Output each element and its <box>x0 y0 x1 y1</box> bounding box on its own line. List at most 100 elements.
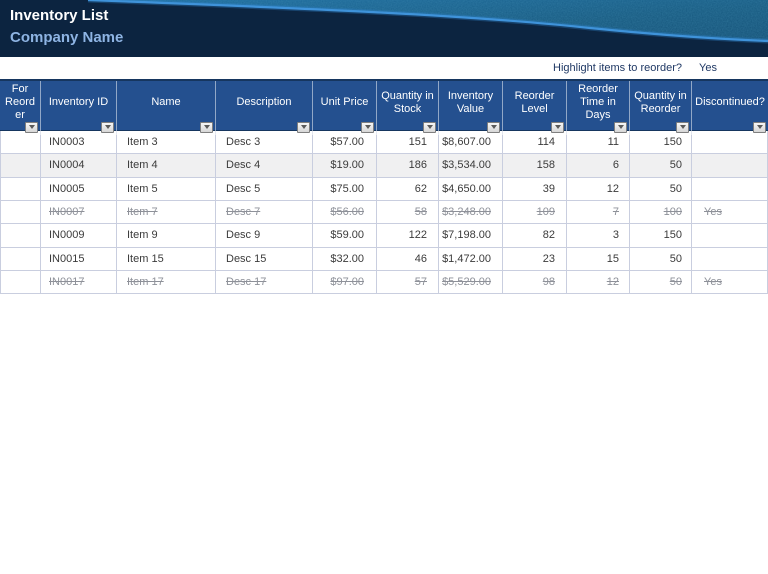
for-reorder-cell[interactable] <box>0 200 41 225</box>
description-cell[interactable]: Desc 7 <box>216 200 313 225</box>
discontinued-cell[interactable] <box>692 247 768 271</box>
quantity-in-stock-cell[interactable]: 46 <box>377 247 439 271</box>
unit-price-cell[interactable]: $75.00 <box>313 177 377 201</box>
column-header-inventory-value[interactable]: Inventory Value <box>439 81 503 135</box>
name-cell[interactable]: Item 9 <box>117 224 216 248</box>
name-cell[interactable]: Item 3 <box>117 131 216 155</box>
description-cell[interactable]: Desc 15 <box>216 247 313 271</box>
reorder-level-cell[interactable]: 114 <box>503 131 567 155</box>
quantity-in-reorder-cell[interactable]: 50 <box>630 154 692 178</box>
unit-price-cell[interactable]: $59.00 <box>313 224 377 248</box>
column-header-discontinued[interactable]: Discontinued? <box>692 81 768 135</box>
description-cell[interactable]: Desc 9 <box>216 224 313 248</box>
for-reorder-cell[interactable] <box>0 154 41 178</box>
highlight-items-value[interactable]: Yes <box>699 62 717 74</box>
reorder-time-cell[interactable]: 15 <box>567 247 630 271</box>
inventory-value-cell[interactable]: $5,529.00 <box>439 270 503 295</box>
reorder-level-cell[interactable]: 109 <box>503 200 567 225</box>
discontinued-cell[interactable] <box>692 224 768 248</box>
column-header-name[interactable]: Name <box>117 81 216 135</box>
quantity-in-stock-cell[interactable]: 57 <box>377 270 439 295</box>
description-cell[interactable]: Desc 3 <box>216 131 313 155</box>
reorder-level-cell[interactable]: 23 <box>503 247 567 271</box>
filter-dropdown-button[interactable] <box>676 121 689 133</box>
column-header-for-reorder[interactable]: For Reorder <box>0 81 41 135</box>
for-reorder-cell[interactable] <box>0 131 41 155</box>
reorder-time-cell[interactable]: 12 <box>567 177 630 201</box>
discontinued-cell[interactable] <box>692 154 768 178</box>
unit-price-cell[interactable]: $97.00 <box>313 270 377 295</box>
inventory-value-cell[interactable]: $4,650.00 <box>439 177 503 201</box>
reorder-level-cell[interactable]: 39 <box>503 177 567 201</box>
quantity-in-reorder-cell[interactable]: 50 <box>630 247 692 271</box>
reorder-time-cell[interactable]: 11 <box>567 131 630 155</box>
quantity-in-reorder-cell[interactable]: 50 <box>630 177 692 201</box>
filter-dropdown-button[interactable] <box>200 121 213 133</box>
for-reorder-cell[interactable] <box>0 224 41 248</box>
banner-curve-graphic <box>0 0 768 57</box>
description-cell[interactable]: Desc 17 <box>216 270 313 295</box>
inventory-id-cell[interactable]: IN0015 <box>41 247 117 271</box>
inventory-id-cell[interactable]: IN0009 <box>41 224 117 248</box>
inventory-id-cell[interactable]: IN0007 <box>41 200 117 225</box>
discontinued-cell[interactable]: Yes <box>692 200 768 225</box>
filter-dropdown-button[interactable] <box>423 121 436 133</box>
quantity-in-reorder-cell[interactable]: 100 <box>630 200 692 225</box>
quantity-in-reorder-cell[interactable]: 50 <box>630 270 692 295</box>
column-header-quantity-in-reorder[interactable]: Quantity in Reorder <box>630 81 692 135</box>
inventory-value-cell[interactable]: $8,607.00 <box>439 131 503 155</box>
inventory-value-cell[interactable]: $3,534.00 <box>439 154 503 178</box>
quantity-in-stock-cell[interactable]: 186 <box>377 154 439 178</box>
filter-dropdown-button[interactable] <box>487 121 500 133</box>
reorder-time-cell[interactable]: 6 <box>567 154 630 178</box>
for-reorder-cell[interactable] <box>0 247 41 271</box>
inventory-id-cell[interactable]: IN0003 <box>41 131 117 155</box>
filter-dropdown-button[interactable] <box>297 121 310 133</box>
column-header-reorder-time-in-days[interactable]: Reorder Time in Days <box>567 81 630 135</box>
discontinued-cell[interactable]: Yes <box>692 270 768 295</box>
inventory-value-cell[interactable]: $1,472.00 <box>439 247 503 271</box>
reorder-level-cell[interactable]: 82 <box>503 224 567 248</box>
column-header-description[interactable]: Description <box>216 81 313 135</box>
quantity-in-reorder-cell[interactable]: 150 <box>630 131 692 155</box>
reorder-level-cell[interactable]: 98 <box>503 270 567 295</box>
name-cell[interactable]: Item 15 <box>117 247 216 271</box>
name-cell[interactable]: Item 17 <box>117 270 216 295</box>
discontinued-cell[interactable] <box>692 177 768 201</box>
filter-dropdown-button[interactable] <box>614 121 627 133</box>
column-header-quantity-in-stock[interactable]: Quantity in Stock <box>377 81 439 135</box>
unit-price-cell[interactable]: $56.00 <box>313 200 377 225</box>
description-cell[interactable]: Desc 5 <box>216 177 313 201</box>
inventory-id-cell[interactable]: IN0004 <box>41 154 117 178</box>
filter-dropdown-button[interactable] <box>361 121 374 133</box>
quantity-in-stock-cell[interactable]: 58 <box>377 200 439 225</box>
quantity-in-reorder-cell[interactable]: 150 <box>630 224 692 248</box>
filter-dropdown-button[interactable] <box>551 121 564 133</box>
unit-price-cell[interactable]: $57.00 <box>313 131 377 155</box>
filter-dropdown-button[interactable] <box>25 121 38 133</box>
inventory-value-cell[interactable]: $3,248.00 <box>439 200 503 225</box>
column-header-unit-price[interactable]: Unit Price <box>313 81 377 135</box>
filter-dropdown-button[interactable] <box>101 121 114 133</box>
column-header-reorder-level[interactable]: Reorder Level <box>503 81 567 135</box>
quantity-in-stock-cell[interactable]: 151 <box>377 131 439 155</box>
reorder-time-cell[interactable]: 7 <box>567 200 630 225</box>
unit-price-cell[interactable]: $32.00 <box>313 247 377 271</box>
filter-dropdown-button[interactable] <box>753 121 766 133</box>
reorder-time-cell[interactable]: 3 <box>567 224 630 248</box>
column-header-inventory-id[interactable]: Inventory ID <box>41 81 117 135</box>
for-reorder-cell[interactable] <box>0 270 41 295</box>
for-reorder-cell[interactable] <box>0 177 41 201</box>
quantity-in-stock-cell[interactable]: 122 <box>377 224 439 248</box>
inventory-value-cell[interactable]: $7,198.00 <box>439 224 503 248</box>
inventory-id-cell[interactable]: IN0005 <box>41 177 117 201</box>
reorder-level-cell[interactable]: 158 <box>503 154 567 178</box>
quantity-in-stock-cell[interactable]: 62 <box>377 177 439 201</box>
name-cell[interactable]: Item 5 <box>117 177 216 201</box>
reorder-time-cell[interactable]: 12 <box>567 270 630 295</box>
unit-price-cell[interactable]: $19.00 <box>313 154 377 178</box>
name-cell[interactable]: Item 7 <box>117 200 216 225</box>
name-cell[interactable]: Item 4 <box>117 154 216 178</box>
description-cell[interactable]: Desc 4 <box>216 154 313 178</box>
inventory-id-cell[interactable]: IN0017 <box>41 270 117 295</box>
